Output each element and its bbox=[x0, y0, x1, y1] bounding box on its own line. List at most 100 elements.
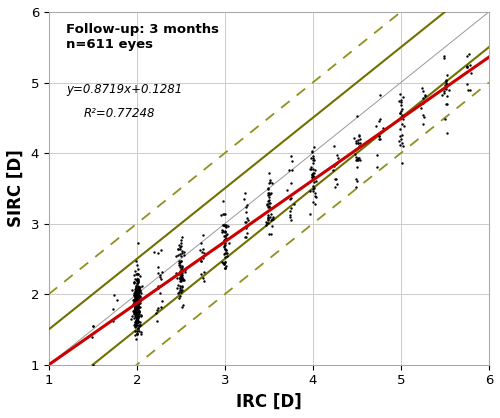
Point bbox=[132, 303, 140, 310]
Point bbox=[221, 223, 229, 230]
Point bbox=[135, 311, 143, 318]
Point bbox=[132, 298, 140, 305]
Point bbox=[134, 290, 142, 296]
Point bbox=[217, 212, 225, 219]
Point bbox=[220, 221, 228, 228]
Point bbox=[352, 137, 360, 144]
Point bbox=[222, 265, 230, 272]
Point bbox=[133, 314, 141, 321]
Point bbox=[131, 303, 139, 310]
Point bbox=[265, 189, 273, 196]
Point bbox=[373, 164, 381, 171]
Point bbox=[133, 277, 141, 284]
Point bbox=[333, 159, 341, 166]
Point bbox=[333, 180, 341, 187]
Point bbox=[134, 313, 142, 320]
Point bbox=[133, 313, 141, 319]
Point bbox=[222, 235, 230, 242]
Point bbox=[397, 97, 405, 104]
Point bbox=[132, 324, 140, 330]
Point bbox=[224, 223, 232, 229]
Point bbox=[132, 281, 140, 288]
Point bbox=[174, 275, 182, 281]
Point bbox=[306, 188, 314, 194]
Point bbox=[334, 155, 342, 162]
Point bbox=[178, 268, 186, 275]
Point bbox=[134, 306, 141, 313]
Point bbox=[132, 294, 140, 301]
Point bbox=[394, 138, 402, 145]
Point bbox=[138, 283, 146, 289]
Point bbox=[136, 322, 143, 329]
Point bbox=[134, 303, 142, 310]
Point bbox=[176, 278, 184, 284]
Point bbox=[219, 222, 227, 229]
Point bbox=[419, 100, 427, 107]
Point bbox=[132, 298, 140, 304]
Point bbox=[132, 308, 140, 314]
Point bbox=[131, 293, 139, 299]
Point bbox=[132, 309, 140, 316]
Point bbox=[310, 178, 318, 185]
Point bbox=[136, 298, 143, 305]
Point bbox=[130, 314, 138, 321]
Point bbox=[353, 164, 361, 171]
Point bbox=[136, 286, 143, 293]
Point bbox=[133, 262, 141, 268]
Point bbox=[268, 204, 276, 211]
Point bbox=[221, 238, 229, 245]
Point bbox=[220, 260, 228, 267]
Point bbox=[178, 240, 186, 247]
Point bbox=[133, 295, 141, 301]
Point bbox=[178, 250, 186, 256]
Point bbox=[266, 231, 274, 237]
Point bbox=[131, 289, 139, 296]
Point bbox=[132, 308, 140, 314]
Point bbox=[130, 311, 138, 318]
Point bbox=[133, 310, 141, 317]
Point bbox=[133, 308, 141, 314]
Point bbox=[132, 328, 140, 335]
Point bbox=[308, 175, 316, 181]
Point bbox=[134, 285, 141, 291]
Point bbox=[131, 292, 139, 299]
Point bbox=[200, 250, 208, 256]
Point bbox=[134, 311, 141, 318]
Point bbox=[158, 298, 166, 304]
Point bbox=[131, 292, 139, 299]
Point bbox=[134, 317, 142, 324]
Point bbox=[178, 288, 186, 295]
Point bbox=[131, 313, 139, 319]
Point bbox=[132, 298, 140, 305]
Point bbox=[134, 279, 142, 285]
Point bbox=[356, 136, 364, 143]
Point bbox=[177, 258, 185, 265]
Point bbox=[132, 305, 140, 311]
Point bbox=[134, 305, 142, 311]
Point bbox=[154, 263, 162, 270]
Point bbox=[312, 194, 320, 200]
Point bbox=[310, 170, 318, 176]
Point bbox=[132, 316, 140, 323]
Point bbox=[354, 156, 362, 163]
Point bbox=[137, 329, 145, 336]
Point bbox=[353, 113, 361, 120]
Point bbox=[332, 160, 340, 167]
Point bbox=[134, 240, 141, 247]
Point bbox=[133, 330, 141, 336]
Point bbox=[220, 211, 228, 218]
Point bbox=[309, 186, 317, 192]
Point bbox=[134, 301, 141, 307]
Point bbox=[88, 334, 96, 340]
Point bbox=[131, 321, 139, 328]
Point bbox=[132, 257, 140, 264]
Point bbox=[132, 312, 140, 319]
Point bbox=[176, 246, 184, 252]
Point bbox=[265, 191, 273, 198]
Point bbox=[175, 271, 183, 278]
Point bbox=[396, 133, 404, 139]
Point bbox=[130, 306, 138, 313]
Point bbox=[175, 242, 183, 249]
Point bbox=[133, 309, 141, 316]
Point bbox=[132, 287, 140, 293]
